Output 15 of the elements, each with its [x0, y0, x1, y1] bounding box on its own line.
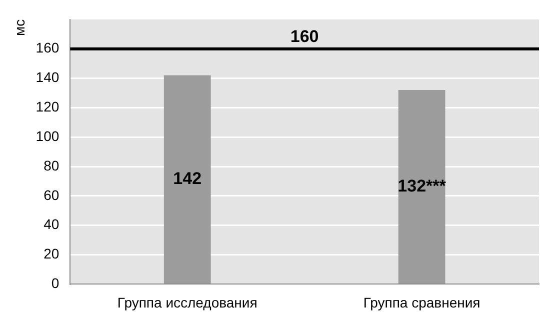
y-tick-label: 40 — [44, 216, 60, 232]
y-axis-title: мс — [11, 19, 28, 36]
x-tick-label: Группа сравнения — [363, 294, 480, 310]
x-tick-label: Группа исследования — [117, 294, 258, 310]
y-tick-label: 80 — [44, 157, 60, 174]
y-tick-label: 100 — [36, 128, 60, 144]
data-label: 142 — [173, 169, 202, 188]
y-tick-label: 120 — [36, 98, 60, 115]
data-label: 132*** — [398, 176, 446, 196]
y-tick-label: 140 — [36, 69, 60, 86]
y-tick-label: 0 — [51, 275, 60, 292]
ref-line-label: 160 — [290, 27, 319, 46]
y-tick-label: 160 — [36, 40, 60, 56]
y-tick-label: 60 — [44, 186, 60, 203]
y-tick-label: 20 — [44, 246, 60, 262]
